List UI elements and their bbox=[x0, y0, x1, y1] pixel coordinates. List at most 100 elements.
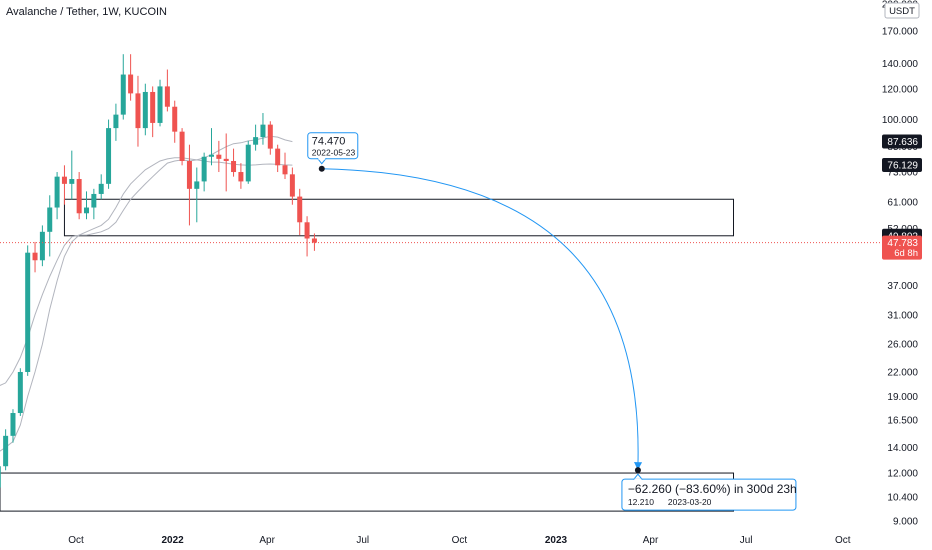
candle-body bbox=[54, 176, 60, 208]
price-axis-tick-label: 37.000 bbox=[887, 281, 918, 292]
price-axis-tick-label: 9.000 bbox=[893, 517, 918, 528]
candle-body bbox=[289, 174, 295, 197]
time-axis-tick-label: Oct bbox=[835, 535, 851, 546]
candle[interactable] bbox=[253, 124, 259, 151]
candle[interactable] bbox=[150, 86, 156, 138]
start-label-pointer-mask bbox=[318, 157, 326, 160]
candle-body bbox=[128, 74, 134, 94]
candle-body bbox=[150, 91, 156, 123]
candle-body bbox=[223, 158, 229, 161]
candle[interactable] bbox=[84, 191, 90, 220]
candle[interactable] bbox=[142, 83, 148, 136]
candle-body bbox=[164, 86, 170, 107]
end-point-dot[interactable] bbox=[634, 467, 641, 474]
measure-box-pointer bbox=[632, 473, 643, 480]
candle[interactable] bbox=[98, 174, 104, 200]
candle[interactable] bbox=[186, 144, 192, 226]
candle[interactable] bbox=[106, 119, 112, 189]
candle[interactable] bbox=[223, 133, 229, 192]
candle[interactable] bbox=[47, 195, 53, 257]
candle[interactable] bbox=[32, 241, 38, 273]
price-axis-tick-label: 10.400 bbox=[887, 492, 918, 503]
candle[interactable] bbox=[39, 225, 45, 267]
candle[interactable] bbox=[208, 128, 214, 166]
start-point-dot[interactable] bbox=[318, 165, 325, 172]
moving-average-line bbox=[0, 157, 293, 452]
candle[interactable] bbox=[10, 409, 16, 443]
start-price-text: 74.470 bbox=[312, 136, 346, 148]
candle-body bbox=[25, 252, 31, 372]
price-label-text: 87.636 bbox=[887, 137, 918, 148]
candle[interactable] bbox=[297, 188, 303, 236]
candle[interactable] bbox=[304, 216, 310, 257]
candle[interactable] bbox=[179, 128, 185, 166]
candle-body bbox=[39, 231, 45, 261]
candle[interactable] bbox=[164, 69, 170, 112]
candle[interactable] bbox=[238, 163, 244, 189]
candle[interactable] bbox=[69, 150, 75, 200]
candle[interactable] bbox=[157, 79, 163, 127]
candle[interactable] bbox=[0, 466, 1, 490]
time-axis-tick-label: Jul bbox=[356, 535, 369, 546]
candle[interactable] bbox=[135, 75, 141, 147]
time-axis-tick-label: Apr bbox=[643, 535, 659, 546]
candle[interactable] bbox=[17, 368, 23, 416]
candle[interactable] bbox=[54, 172, 60, 220]
candle-body bbox=[17, 371, 23, 414]
start-date-text: 2022-05-23 bbox=[312, 148, 356, 158]
price-label-text: 76.129 bbox=[887, 161, 918, 172]
candle[interactable] bbox=[245, 140, 251, 184]
candle[interactable] bbox=[113, 103, 119, 141]
candle-body bbox=[304, 222, 310, 239]
candle-body bbox=[69, 179, 75, 184]
candle[interactable] bbox=[120, 54, 126, 120]
candle[interactable] bbox=[267, 121, 273, 155]
candle-body bbox=[179, 131, 185, 161]
candle[interactable] bbox=[61, 165, 67, 205]
candle[interactable] bbox=[260, 113, 266, 145]
currency-badge[interactable] bbox=[884, 2, 920, 19]
candle-body bbox=[142, 91, 148, 129]
candle-body bbox=[84, 207, 90, 214]
candle-body bbox=[0, 466, 1, 488]
time-axis-tick-label: Oct bbox=[452, 535, 468, 546]
start-label-box bbox=[307, 132, 359, 160]
candle[interactable] bbox=[172, 100, 178, 143]
candle-body bbox=[120, 74, 126, 115]
candle[interactable] bbox=[282, 152, 288, 180]
candle[interactable] bbox=[275, 144, 281, 173]
candle-body bbox=[186, 160, 192, 189]
time-axis-tick-label: Jul bbox=[740, 535, 753, 546]
candle-body bbox=[32, 252, 38, 261]
candle[interactable] bbox=[25, 245, 31, 376]
time-axis-tick-label: Oct bbox=[68, 535, 84, 546]
candle-body bbox=[98, 183, 104, 194]
chart-title: Avalanche / Tether, 1W, KUCOIN bbox=[6, 6, 168, 18]
candle[interactable] bbox=[289, 167, 295, 205]
candle-body bbox=[282, 165, 288, 175]
candle[interactable] bbox=[231, 148, 237, 177]
candle[interactable] bbox=[201, 152, 207, 192]
time-axis-tick-label: 2022 bbox=[162, 535, 185, 546]
candle[interactable] bbox=[194, 167, 200, 223]
price-axis-tick-label: 140.000 bbox=[882, 59, 919, 70]
price-label-tag bbox=[882, 235, 922, 260]
candle-body bbox=[311, 238, 317, 243]
projection-arrow[interactable] bbox=[321, 168, 643, 471]
candle[interactable] bbox=[311, 233, 317, 251]
price-label-countdown: 6d 8h bbox=[894, 248, 918, 259]
price-axis-tick-label: 170.000 bbox=[882, 27, 919, 38]
candle[interactable] bbox=[216, 140, 222, 173]
candle[interactable] bbox=[76, 172, 82, 220]
price-axis-tick-label: 12.000 bbox=[887, 469, 918, 480]
zone-rect[interactable] bbox=[63, 198, 735, 237]
time-axis-tick-label: Apr bbox=[259, 535, 275, 546]
candle[interactable] bbox=[91, 188, 97, 220]
candle[interactable] bbox=[3, 429, 9, 471]
candle[interactable] bbox=[128, 54, 134, 101]
price-axis-tick-label: 73.000 bbox=[887, 168, 918, 179]
candle-body bbox=[135, 93, 141, 129]
candle-body bbox=[91, 193, 97, 208]
